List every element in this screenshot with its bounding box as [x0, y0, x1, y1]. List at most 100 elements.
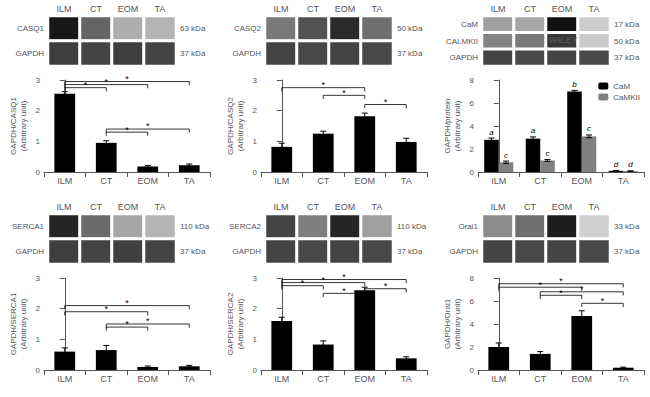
svg-text:0: 0 [253, 168, 258, 177]
svg-text:GAPDH/CASQ1: GAPDH/CASQ1 [9, 97, 18, 155]
svg-text:GAPDH: GAPDH [450, 53, 479, 62]
svg-text:37 kDa: 37 kDa [397, 49, 423, 58]
svg-text:GAPDH: GAPDH [233, 247, 262, 256]
svg-text:EOM: EOM [335, 202, 356, 212]
svg-text:2: 2 [253, 106, 258, 115]
svg-text:CT: CT [90, 202, 102, 212]
svg-text:GAPDH: GAPDH [16, 49, 45, 58]
svg-text:0: 0 [253, 366, 258, 375]
svg-text:*: * [125, 319, 129, 329]
svg-text:TA: TA [155, 202, 166, 212]
svg-text:CT: CT [524, 4, 536, 14]
svg-text:8: 8 [470, 274, 475, 283]
svg-text:CT: CT [317, 176, 329, 186]
svg-text:ILM: ILM [273, 4, 288, 14]
svg-text:*: * [559, 288, 563, 298]
svg-text:EOM: EOM [137, 176, 158, 186]
svg-text:CT: CT [534, 374, 546, 384]
svg-text:CASQ1: CASQ1 [17, 24, 45, 33]
svg-text:1: 1 [253, 137, 258, 146]
svg-text:GAPDH/protein: GAPDH/protein [443, 98, 452, 153]
svg-text:c: c [546, 149, 550, 158]
svg-text:ILM: ILM [56, 202, 71, 212]
svg-text:GAPDH: GAPDH [450, 247, 479, 256]
svg-text:c: c [587, 124, 591, 133]
svg-text:CT: CT [307, 202, 319, 212]
svg-text:EOM: EOM [118, 4, 139, 14]
svg-text:CT: CT [524, 202, 536, 212]
svg-text:SERCA1: SERCA1 [12, 222, 45, 231]
svg-text:TA: TA [618, 374, 629, 384]
svg-text:(Arbitrary unit): (Arbitrary unit) [236, 298, 245, 349]
svg-text:ILM: ILM [490, 4, 505, 14]
svg-text:GAPDH: GAPDH [16, 247, 45, 256]
svg-text:TA: TA [184, 176, 195, 186]
svg-text:4: 4 [470, 320, 475, 329]
svg-text:2: 2 [470, 145, 475, 154]
svg-text:0: 0 [36, 168, 41, 177]
svg-text:CaM: CaM [461, 20, 478, 29]
svg-text:*: * [125, 74, 129, 84]
svg-text:ILM: ILM [57, 176, 72, 186]
svg-text:EOM: EOM [354, 374, 375, 384]
svg-text:ILM: ILM [491, 176, 506, 186]
svg-text:2: 2 [253, 304, 258, 313]
svg-text:2: 2 [36, 304, 41, 313]
svg-text:*: * [146, 316, 150, 326]
svg-text:3: 3 [253, 274, 258, 283]
svg-text:GAPDH/SERCA1: GAPDH/SERCA1 [9, 292, 18, 355]
svg-text:(Arbitrary unit): (Arbitrary unit) [453, 100, 462, 151]
svg-text:*: * [384, 97, 388, 107]
svg-text:*: * [342, 286, 346, 296]
svg-text:6: 6 [470, 297, 475, 306]
svg-text:© WILEY: © WILEY [540, 35, 579, 45]
svg-text:a: a [531, 126, 536, 135]
svg-text:CASQ2: CASQ2 [234, 24, 262, 33]
svg-text:*: * [146, 121, 150, 131]
svg-text:TA: TA [401, 374, 412, 384]
svg-text:*: * [321, 275, 325, 285]
svg-text:EOM: EOM [571, 176, 592, 186]
svg-text:TA: TA [372, 202, 383, 212]
svg-text:2: 2 [36, 106, 41, 115]
svg-text:CaMKII: CaMKII [613, 93, 640, 102]
svg-text:TA: TA [618, 176, 629, 186]
svg-text:1: 1 [36, 335, 41, 344]
svg-text:EOM: EOM [354, 176, 375, 186]
svg-text:ILM: ILM [56, 4, 71, 14]
svg-text:3: 3 [253, 76, 258, 85]
svg-text:CT: CT [534, 176, 546, 186]
svg-text:2: 2 [470, 343, 475, 352]
svg-text:110 kDa: 110 kDa [397, 222, 427, 231]
svg-text:GAPDH/Orai1: GAPDH/Orai1 [443, 298, 452, 349]
svg-text:EOM: EOM [552, 202, 573, 212]
svg-text:b: b [572, 80, 577, 89]
svg-text:TA: TA [589, 202, 600, 212]
svg-text:37 kDa: 37 kDa [180, 49, 206, 58]
svg-text:CT: CT [100, 374, 112, 384]
svg-text:EOM: EOM [571, 374, 592, 384]
svg-text:GAPDH/SERCA2: GAPDH/SERCA2 [226, 292, 235, 355]
svg-text:*: * [321, 80, 325, 90]
svg-text:GAPDH: GAPDH [233, 49, 262, 58]
svg-text:*: * [538, 280, 542, 290]
svg-text:110 kDa: 110 kDa [180, 222, 210, 231]
svg-text:63 kDa: 63 kDa [180, 24, 206, 33]
svg-text:ILM: ILM [57, 374, 72, 384]
svg-text:3: 3 [36, 76, 41, 85]
svg-text:ILM: ILM [491, 374, 506, 384]
svg-text:6: 6 [470, 99, 475, 108]
svg-text:CaM: CaM [613, 82, 630, 91]
svg-text:CT: CT [90, 4, 102, 14]
svg-text:*: * [601, 296, 605, 306]
svg-text:(Arbitrary unit): (Arbitrary unit) [19, 298, 28, 349]
svg-text:ILM: ILM [490, 202, 505, 212]
svg-text:CT: CT [100, 176, 112, 186]
svg-text:SERCA2: SERCA2 [229, 222, 262, 231]
svg-text:(Arbitrary unit): (Arbitrary unit) [19, 100, 28, 151]
svg-text:37 kDa: 37 kDa [397, 247, 423, 256]
svg-text:17 kDa: 17 kDa [614, 20, 640, 29]
svg-text:4: 4 [470, 122, 475, 131]
svg-text:33 kDa: 33 kDa [614, 222, 640, 231]
svg-text:GAPDH/CASQ2: GAPDH/CASQ2 [226, 97, 235, 155]
